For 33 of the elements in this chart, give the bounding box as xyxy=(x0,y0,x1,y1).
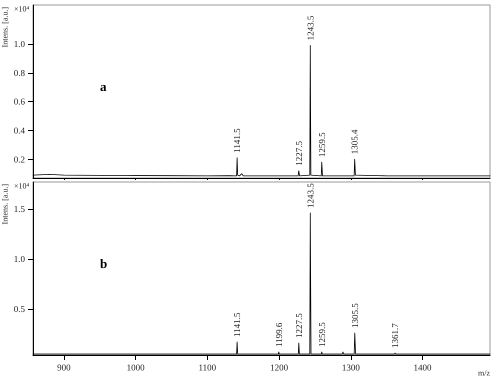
annotation: 1141.5 xyxy=(232,128,242,153)
annotation: 1305.5 xyxy=(350,302,360,328)
y-tick-label: 0.8 xyxy=(14,68,26,78)
annotation: 1199.6 xyxy=(274,322,284,347)
x-tick-label: 900 xyxy=(57,362,72,372)
y-axis-title: Intens. [a.u.] xyxy=(0,184,10,224)
text: ×10⁴ xyxy=(14,182,30,190)
y-tick-label: 1.0 xyxy=(14,254,26,264)
y-tick-label: 0.2 xyxy=(14,154,25,164)
y-axis-title: Intens. [a.u.] xyxy=(0,6,10,48)
annotation: b xyxy=(100,256,108,271)
annotation: 1361.7 xyxy=(390,322,400,348)
y-tick-label: 0.6 xyxy=(14,96,26,107)
y-tick-label: 0.4 xyxy=(14,125,26,136)
annotation: 1305.4 xyxy=(350,129,360,154)
x-tick-label: 1100 xyxy=(198,362,217,372)
x-tick-label: 1200 xyxy=(270,362,289,372)
x-tick-label: 1000 xyxy=(126,362,146,372)
annotation: 1227.5 xyxy=(294,140,304,166)
annotation: 1243.5 xyxy=(305,15,316,40)
y-tick-label: 1.0 xyxy=(14,38,26,49)
annotation: a xyxy=(100,79,107,94)
y-tick-label: 1.5 xyxy=(14,204,26,214)
annotation: 1259.5 xyxy=(316,132,327,158)
x-axis-title: m/z xyxy=(478,368,490,377)
x-tick-label: 1400 xyxy=(414,362,432,372)
y-tick-label: 0.5 xyxy=(14,304,26,314)
annotation: 1243.5 xyxy=(305,182,316,208)
annotation: 1227.5 xyxy=(294,312,304,338)
x-tick-label: 1300 xyxy=(342,362,360,372)
annotation: 1259.5 xyxy=(316,322,327,347)
annotation: 1141.5 xyxy=(232,312,242,337)
text: ×10⁴ xyxy=(14,4,30,14)
